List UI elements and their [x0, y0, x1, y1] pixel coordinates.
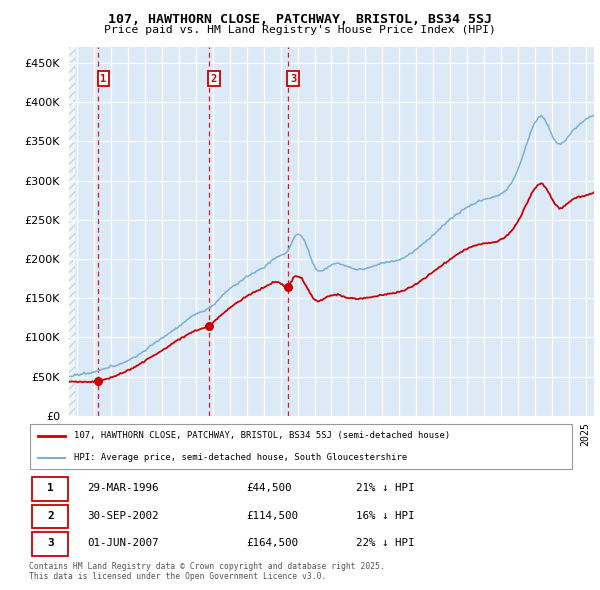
Text: 3: 3 [290, 74, 296, 84]
Text: 1: 1 [47, 483, 54, 493]
Text: 30-SEP-2002: 30-SEP-2002 [88, 511, 159, 520]
Text: 2: 2 [211, 74, 217, 84]
Text: 107, HAWTHORN CLOSE, PATCHWAY, BRISTOL, BS34 5SJ: 107, HAWTHORN CLOSE, PATCHWAY, BRISTOL, … [108, 13, 492, 26]
Text: 3: 3 [47, 538, 54, 548]
Text: £44,500: £44,500 [247, 483, 292, 493]
Text: HPI: Average price, semi-detached house, South Gloucestershire: HPI: Average price, semi-detached house,… [74, 453, 407, 462]
Text: 107, HAWTHORN CLOSE, PATCHWAY, BRISTOL, BS34 5SJ (semi-detached house): 107, HAWTHORN CLOSE, PATCHWAY, BRISTOL, … [74, 431, 450, 440]
Text: 1: 1 [100, 74, 107, 84]
Text: 21% ↓ HPI: 21% ↓ HPI [356, 483, 415, 493]
Text: Price paid vs. HM Land Registry's House Price Index (HPI): Price paid vs. HM Land Registry's House … [104, 25, 496, 35]
Text: 29-MAR-1996: 29-MAR-1996 [88, 483, 159, 493]
FancyBboxPatch shape [32, 477, 68, 500]
FancyBboxPatch shape [30, 424, 572, 469]
Text: Contains HM Land Registry data © Crown copyright and database right 2025.
This d: Contains HM Land Registry data © Crown c… [29, 562, 385, 581]
Text: 2: 2 [47, 511, 54, 520]
Text: £164,500: £164,500 [247, 538, 299, 548]
FancyBboxPatch shape [32, 505, 68, 528]
Text: 22% ↓ HPI: 22% ↓ HPI [356, 538, 415, 548]
Text: £114,500: £114,500 [247, 511, 299, 520]
FancyBboxPatch shape [32, 532, 68, 556]
Text: 01-JUN-2007: 01-JUN-2007 [88, 538, 159, 548]
Text: 16% ↓ HPI: 16% ↓ HPI [356, 511, 415, 520]
